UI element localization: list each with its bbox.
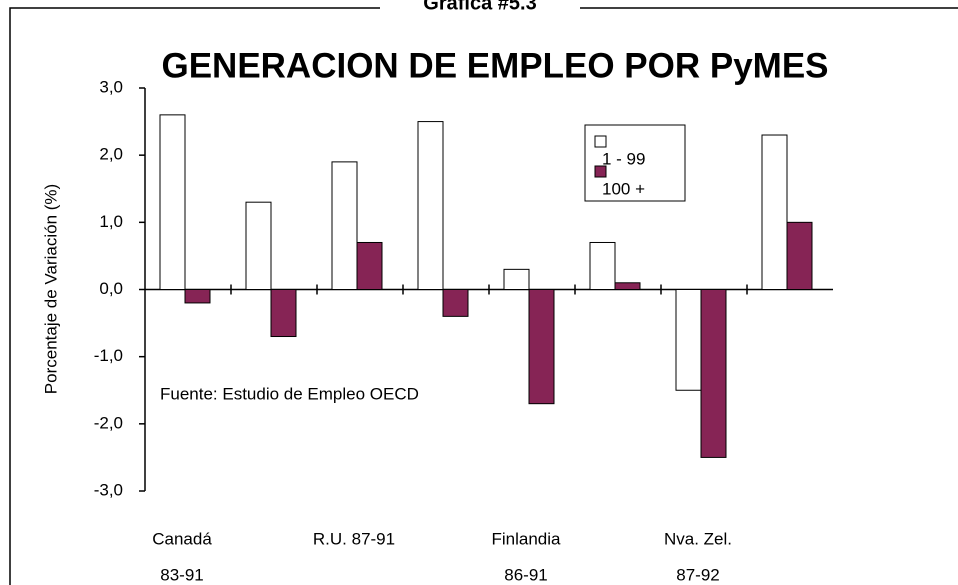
y-tick-label: -3,0: [94, 480, 123, 499]
bar: [159, 114, 186, 290]
y-axis-label: Porcentaje de Variación (%): [41, 184, 60, 394]
legend-label: 100 +: [602, 179, 645, 198]
bar: [417, 121, 444, 291]
y-tick-label: 2,0: [99, 145, 123, 164]
x-tick-label: 86-91: [504, 565, 547, 584]
x-tick-label: Finlandia: [492, 529, 562, 548]
bar: [270, 289, 297, 338]
annotation: Fuente: Estudio de Empleo OECD: [160, 384, 419, 403]
x-tick-label: 87-92: [676, 565, 719, 584]
bar: [184, 289, 211, 304]
legend-swatch: [594, 165, 607, 178]
x-tick-label: 83-91: [160, 565, 203, 584]
chart-title: GENERACION DE EMPLEO POR PyMES: [161, 46, 828, 85]
bar: [700, 289, 727, 458]
y-tick-label: 0,0: [99, 279, 123, 298]
supertitle: Gráfica #5.3: [423, 0, 536, 14]
bar: [589, 241, 616, 291]
legend-swatch: [594, 135, 607, 148]
bar: [503, 268, 530, 291]
legend-label: 1 - 99: [602, 149, 645, 168]
bar: [786, 221, 813, 290]
bar: [528, 289, 555, 405]
bar: [331, 161, 358, 290]
x-tick-label: Canadá: [152, 529, 212, 548]
y-tick-label: -2,0: [94, 413, 123, 432]
bar: [442, 289, 469, 317]
bar: [245, 201, 272, 290]
y-tick-label: 1,0: [99, 212, 123, 231]
supertitle-bg: [380, 0, 580, 14]
y-tick-label: -1,0: [94, 346, 123, 365]
frame: [9, 7, 958, 585]
bar: [356, 241, 383, 291]
bar: [675, 289, 702, 391]
x-tick-label: R.U. 87-91: [313, 529, 395, 548]
x-tick-label: Nva. Zel.: [664, 529, 732, 548]
y-tick-label: 3,0: [99, 77, 123, 96]
bar: [614, 282, 641, 290]
bar: [761, 134, 788, 290]
